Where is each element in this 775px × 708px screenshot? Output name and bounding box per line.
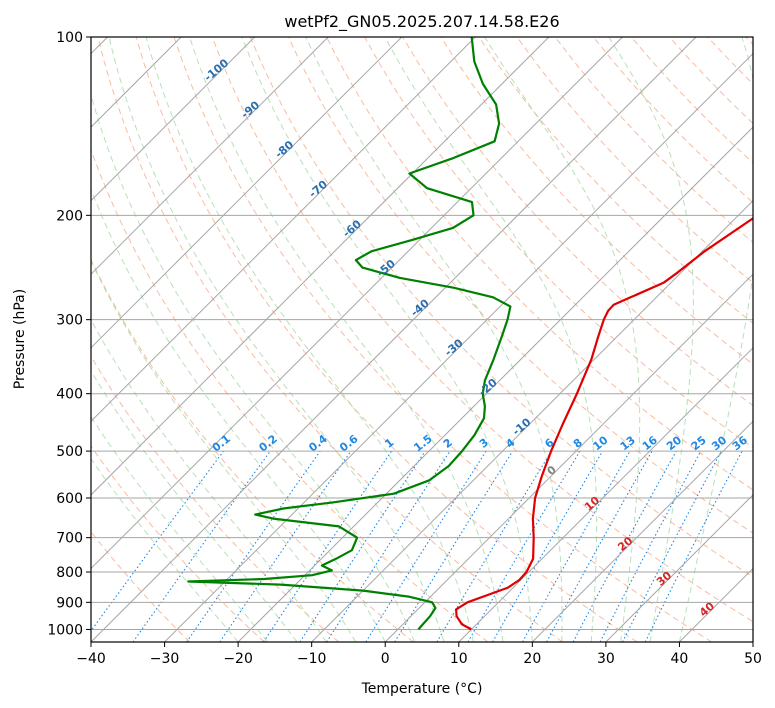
dry-adiabat [173,37,713,642]
y-tick-label: 200 [56,208,83,224]
mixing-ratio-line [132,450,271,642]
moist-adiabat [384,37,598,642]
moist-adiabat [91,369,298,642]
isotherm-line [605,494,753,642]
isotherm-line [531,420,753,642]
isotherm-line [91,37,623,570]
x-axis-label: Temperature (°C) [361,681,483,697]
y-tick-label: 800 [56,565,83,581]
dry-adiabat [287,37,753,534]
dry-adiabat [326,37,753,491]
mixing-ratio-line [299,450,426,642]
moist-adiabat [484,37,641,642]
isotherm-line [91,37,403,349]
mixing-ratio-line [91,450,224,632]
isotherm-line [91,37,697,642]
moist-adiabat [678,37,753,642]
x-tick-label: −30 [150,651,180,667]
x-tick-label: 40 [671,651,689,667]
profile-series [187,37,753,631]
y-tick-label: 300 [56,313,83,329]
moist-adiabat [91,188,386,642]
mixing-ratio-line [186,450,321,642]
isotherm-line [164,52,753,642]
x-tick-label: 20 [523,651,541,667]
dry-adiabat [211,37,753,623]
dewpoint-line [187,37,512,631]
plot-frame [90,36,754,643]
moist-adiabat [305,37,563,642]
isotherm-line [384,273,753,642]
dry-adiabat [91,258,414,642]
dry-adiabat [249,37,753,578]
isotherm-line [311,199,753,642]
mixing-ratio-line [263,450,392,642]
y-tick-label: 1000 [47,622,83,638]
isotherm-line [91,37,256,202]
isotherm-line [458,347,753,642]
dry-adiabats [91,37,753,642]
isotherm-line [237,126,753,642]
x-tick-label: 50 [744,651,762,667]
y-tick-label: 100 [56,30,83,46]
mixing-ratio-line [546,450,653,642]
mixing-ratio-lines [91,450,743,642]
x-tick-label: 0 [381,651,390,667]
y-tick-label: 400 [56,387,83,403]
chart-title: wetPf2_GN05.2025.207.14.58.E26 [284,12,559,32]
moist-adiabat [608,37,694,642]
isotherm-line [91,37,329,275]
x-tick-label: −10 [297,651,327,667]
moist-adiabat [91,259,357,642]
mixing-ratio-line [326,450,451,642]
plot-area: 0.1 0.2 0.4 0.6 1 1.5 2 3 4 6 8 10 13 16 20 25 30 36-100-… [91,37,753,642]
isotherm-line [91,37,476,423]
temperature-line [455,216,753,631]
x-tick-label: 30 [597,651,615,667]
x-tick-label: 10 [450,651,468,667]
moist-adiabat [91,457,239,642]
dry-adiabat [97,37,563,642]
x-tick-label: −20 [223,651,253,667]
moist-adiabat [108,37,445,642]
y-tick-label: 700 [56,531,83,547]
x-tick-label: −40 [76,651,106,667]
isotherm-line [91,37,550,496]
y-tick-label: 600 [56,491,83,507]
dry-adiabat [91,355,340,642]
y-tick-label: 500 [56,444,83,460]
moist-adiabat [91,318,327,642]
mixing-ratio-line [572,450,677,642]
skewed-isotherms [91,37,753,642]
mixing-ratio-line [394,450,514,642]
y-axis-label: Pressure (hPa) [12,289,28,389]
moist-adiabat [145,37,474,642]
y-tick-label: 900 [56,595,83,611]
moist-adiabat [189,37,504,642]
dry-adiabat [91,445,265,642]
mixing-ratio-line [644,450,743,642]
mixing-ratio-line [219,450,352,642]
mixing-ratio-line [522,450,631,642]
dry-adiabat [135,37,638,642]
x-axis-ticks: −40 −30 −20 −10 0 10 20 30 40 50 [76,642,762,667]
y-axis-ticks: 100 200 300 400 500 600 700 800 900 1000 [47,30,91,638]
moist-adiabat [91,415,268,642]
pressure-gridlines [91,37,753,630]
moist-adiabat [241,37,533,642]
